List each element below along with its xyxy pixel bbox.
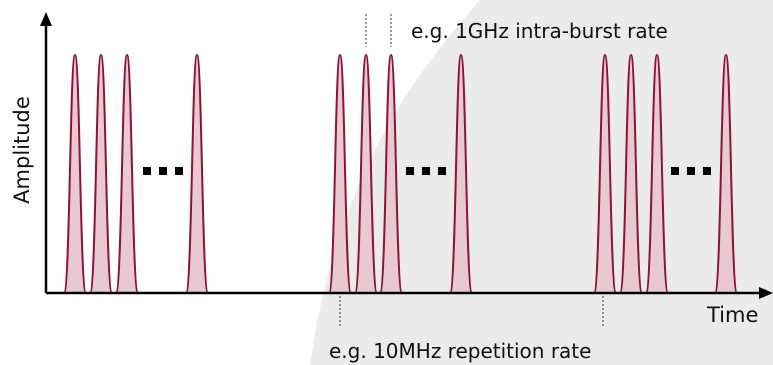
ellipsis-text: ... [0,0,2,1]
repetition-annotation: e.g. 10MHz repetition rate [329,339,591,363]
background-shape [310,0,773,365]
ellipsis-2-dot [438,167,446,175]
burst-2-pulse-4 [449,53,473,294]
burst-1-pulse-2 [89,53,113,294]
y-axis-label: Amplitude [10,96,34,204]
ellipsis-3-dot [687,167,695,175]
burst-3-pulse-1 [593,53,617,294]
intra-burst-annotation: e.g. 1GHz intra-burst rate [411,19,668,43]
burst-2-pulse-1 [328,53,352,294]
ellipsis-1-dot [159,167,167,175]
burst-1-pulse-3 [115,53,139,294]
ellipsis-2-dot [406,167,414,175]
burst-3-pulse-2 [619,53,643,294]
ellipsis-group [143,167,711,175]
ellipsis-3-dot [703,167,711,175]
y-axis-arrowhead [40,12,52,26]
burst-3-pulse-4 [714,53,738,294]
burst-1-pulse-4 [185,53,209,294]
ellipsis-3-dot [671,167,679,175]
axes [40,12,773,299]
ellipsis-1-dot [175,167,183,175]
pulse-train [63,53,738,294]
ellipsis-1-dot [143,167,151,175]
ellipsis-2-dot [422,167,430,175]
burst-2-pulse-3 [379,53,403,294]
burst-1-pulse-1 [63,53,87,294]
burst-2-pulse-2 [354,53,378,294]
x-axis-arrowhead [759,287,773,299]
x-axis-label: Time [706,303,758,327]
burst-3-pulse-3 [645,53,669,294]
